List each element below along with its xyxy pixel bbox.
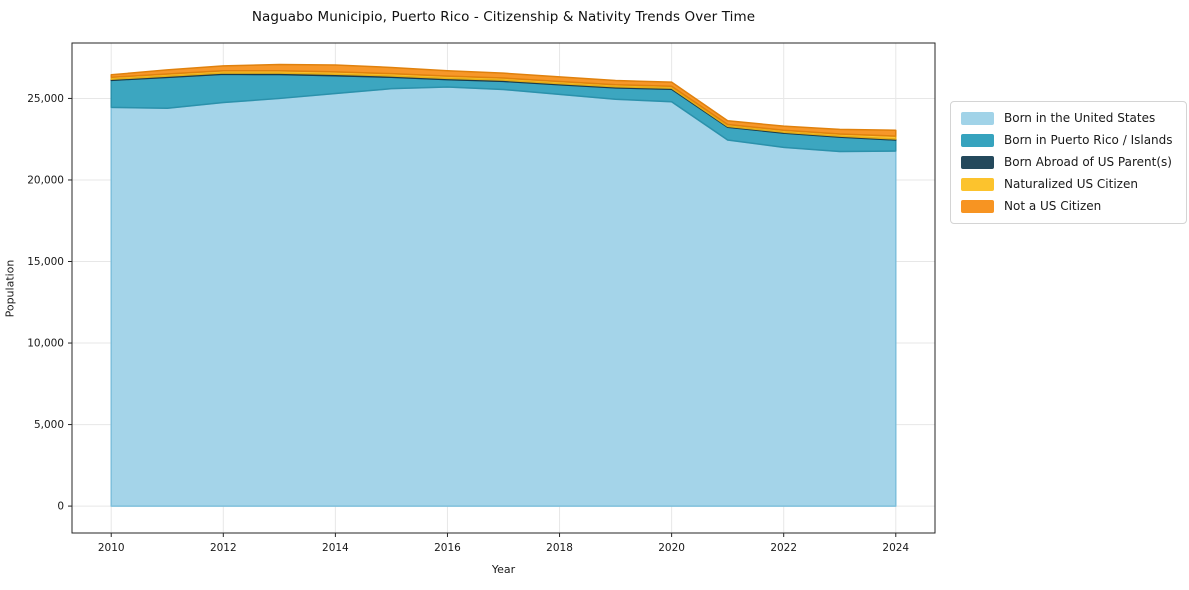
x-tick-label: 2024 bbox=[882, 542, 909, 554]
x-tick-label: 2012 bbox=[210, 542, 237, 554]
legend-label: Born in the United States bbox=[1004, 111, 1156, 125]
y-tick-label: 10,000 bbox=[27, 338, 64, 350]
plot-frame bbox=[71, 42, 936, 534]
x-axis-label: Year bbox=[491, 563, 516, 576]
y-tick-label: 0 bbox=[57, 501, 64, 513]
legend-swatch-icon bbox=[961, 200, 994, 213]
legend-item: Naturalized US Citizen bbox=[961, 178, 1173, 191]
legend-label: Not a US Citizen bbox=[1004, 199, 1102, 213]
legend-item: Born in Puerto Rico / Islands bbox=[961, 134, 1173, 147]
legend-item: Born Abroad of US Parent(s) bbox=[961, 156, 1173, 169]
x-tick-label: 2022 bbox=[770, 542, 797, 554]
chart-title: Naguabo Municipio, Puerto Rico - Citizen… bbox=[251, 9, 756, 25]
y-tick-label: 25,000 bbox=[27, 93, 64, 105]
legend-swatch-icon bbox=[961, 156, 994, 169]
legend-item: Not a US Citizen bbox=[961, 200, 1173, 213]
y-tick-label: 5,000 bbox=[34, 419, 64, 431]
area-layer-1 bbox=[110, 86, 897, 507]
legend-label: Naturalized US Citizen bbox=[1004, 177, 1138, 191]
x-tick-label: 2016 bbox=[434, 542, 461, 554]
y-axis-label: Population bbox=[3, 259, 17, 318]
x-tick-label: 2010 bbox=[98, 542, 125, 554]
y-tick-label: 15,000 bbox=[27, 256, 64, 268]
legend-swatch-icon bbox=[961, 178, 994, 191]
x-tick-label: 2014 bbox=[322, 542, 349, 554]
x-tick-label: 2018 bbox=[546, 542, 573, 554]
y-tick-label: 20,000 bbox=[27, 174, 64, 186]
legend-swatch-icon bbox=[961, 112, 994, 125]
area-layer-5 bbox=[110, 63, 897, 137]
legend-item: Born in the United States bbox=[961, 112, 1173, 125]
legend-swatch-icon bbox=[961, 134, 994, 147]
legend: Born in the United States Born in Puerto … bbox=[950, 101, 1187, 224]
legend-label: Born in Puerto Rico / Islands bbox=[1004, 133, 1173, 147]
legend-label: Born Abroad of US Parent(s) bbox=[1004, 155, 1172, 169]
x-tick-label: 2020 bbox=[658, 542, 685, 554]
